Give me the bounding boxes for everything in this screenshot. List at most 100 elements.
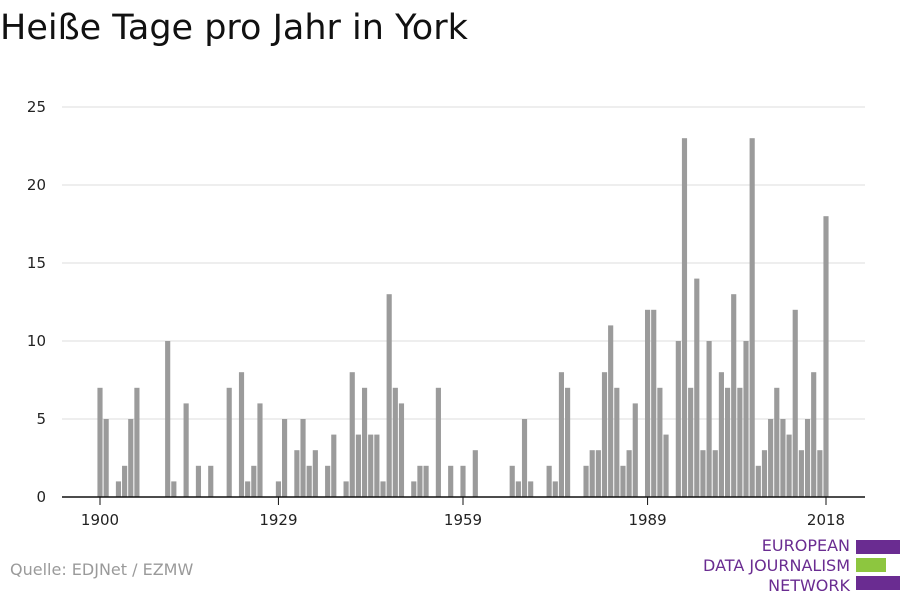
bar-1952 [417,465,423,497]
bar-1901 [103,419,109,497]
bar-2004 [737,387,743,497]
bar-1951 [411,481,417,497]
bar-1992 [663,434,669,497]
bar-2014 [798,450,804,497]
bar-1999 [706,341,712,497]
bar-1944 [368,434,374,497]
bar-1976 [565,387,571,497]
source-note: Quelle: EDJNet / EZMW [10,560,194,579]
bar-1905 [128,419,134,497]
bar-1959 [460,465,466,497]
bar-1998 [700,450,706,497]
bar-1973 [546,465,552,497]
bar-1946 [380,481,386,497]
bar-1926 [257,403,263,497]
bar-2018 [823,216,829,497]
bar-1929 [275,481,281,497]
bar-1940 [343,481,349,497]
bar-1983 [608,325,614,497]
logo-line-2: DATA JOURNALISM [703,556,850,575]
bar-1980 [589,450,595,497]
bar-1970 [528,481,534,497]
bar-1987 [632,403,638,497]
bar-1941 [349,372,355,497]
x-tick-label: 1900 [81,511,119,529]
bar-1938 [331,434,337,497]
bar-1923 [238,372,245,497]
x-tick-label: 1989 [628,511,666,529]
bar-1924 [245,481,251,497]
x-tick-label: 1929 [259,511,297,529]
bar-1937 [325,465,331,497]
bar-1995 [681,138,688,497]
bar-1953 [423,465,429,497]
bar-1996 [688,387,694,497]
bar-1912 [171,481,177,497]
bar-1994 [675,341,681,497]
bar-1918 [208,465,214,497]
bar-1906 [134,387,140,497]
bar-1990 [651,309,657,497]
bar-1969 [521,419,528,497]
bar-1942 [355,434,361,497]
bar-1997 [694,278,700,497]
bar-1921 [226,387,232,497]
bar-1911 [165,341,171,497]
bar-1991 [657,387,663,497]
y-tick-label: 15 [27,254,46,272]
y-tick-label: 20 [27,176,46,194]
bar-1947 [386,294,392,497]
bar-1984 [614,387,620,497]
bar-1961 [472,450,478,497]
bar-1933 [300,419,306,497]
bar-1903 [115,481,122,497]
bar-2008 [761,450,768,497]
bar-2013 [792,309,798,497]
bar-2009 [768,419,774,497]
bar-2010 [774,387,780,497]
bar-1981 [595,450,601,497]
bar-2002 [724,387,731,497]
bar-1904 [122,465,128,497]
bar-2011 [780,419,786,497]
bar-1949 [398,403,405,497]
bar-1900 [97,387,103,497]
bar-1955 [435,387,441,497]
bar-2012 [786,434,792,497]
y-tick-label: 0 [36,488,46,506]
x-tick-label: 1959 [444,511,482,529]
chart-title: Heiße Tage pro Jahr in York [0,8,468,48]
bar-1979 [583,465,589,497]
bar-1934 [306,465,312,497]
bar-2001 [718,372,724,497]
bar-1975 [558,372,565,497]
bar-2007 [755,465,761,497]
logo-bar-middle [856,558,886,572]
y-axis: 0 5 10 15 20 25 [27,98,46,506]
bar-1989 [645,309,651,497]
bar-1986 [626,450,632,497]
logo-bar-bottom [856,576,900,590]
bars [97,138,829,497]
bar-1914 [183,403,189,497]
bar-2005 [743,341,749,497]
bar-2016 [811,372,817,497]
logo-text: EUROPEAN DATA JOURNALISM NETWORK [703,536,850,596]
x-tick-label: 2018 [807,511,845,529]
logo-bar-top [856,540,900,554]
logo-line-3: NETWORK [768,576,850,595]
bar-1948 [392,387,398,497]
bar-1943 [361,387,368,497]
bar-1935 [312,450,318,497]
bar-2003 [731,294,737,497]
y-tick-label: 10 [27,332,46,350]
bar-1968 [515,481,521,497]
bar-1930 [282,419,288,497]
bar-1982 [601,372,608,497]
bar-1916 [195,465,202,497]
bar-1925 [251,465,257,497]
bar-1957 [448,465,454,497]
bar-2017 [817,450,823,497]
bar-1932 [294,450,300,497]
